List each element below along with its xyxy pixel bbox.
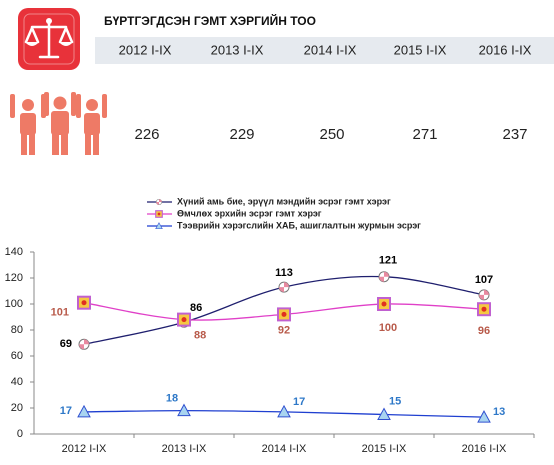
y-tick-label: 120: [5, 272, 23, 284]
marker: [155, 210, 163, 218]
data-label: 92: [278, 324, 290, 336]
law-icon: [18, 8, 80, 70]
data-label: 17: [60, 405, 72, 417]
people-icon: [10, 92, 107, 155]
data-label: 88: [194, 330, 206, 342]
marker-dot: [381, 301, 387, 307]
data-label: 86: [190, 302, 202, 314]
y-tick-label: 0: [17, 428, 23, 440]
y-tick-label: 100: [5, 298, 23, 310]
marker: [278, 281, 290, 293]
marker-dot: [181, 317, 187, 323]
y-tick-label: 80: [11, 324, 23, 336]
data-label: 18: [166, 393, 178, 405]
marker: [177, 403, 191, 417]
x-tick-label: 2016 I-IX: [462, 443, 507, 455]
data-label: 69: [60, 338, 72, 350]
y-tick-label: 60: [11, 350, 23, 362]
y-tick-label: 40: [11, 376, 23, 388]
marker: [477, 410, 491, 423]
marker: [277, 307, 291, 322]
x-tick-label: 2014 I-IX: [262, 443, 307, 455]
marker-fill: [479, 289, 489, 300]
marker-fill: [379, 271, 389, 282]
marker-dot: [281, 311, 287, 317]
total-value: 237: [502, 126, 527, 143]
total-value: 229: [229, 126, 254, 143]
period-label: 2015 I-IX: [394, 42, 447, 57]
period-label: 2014 I-IX: [304, 42, 357, 57]
marker-dot: [81, 300, 87, 306]
header-band: [95, 37, 554, 64]
marker: [77, 295, 91, 310]
total-value: 226: [134, 126, 159, 143]
marker: [155, 198, 163, 206]
data-label: 15: [389, 395, 401, 407]
period-label: 2013 I-IX: [211, 42, 264, 57]
data-label: 13: [493, 406, 505, 418]
marker: [478, 289, 490, 301]
summary-title: БҮРТГЭГДСЭН ГЭМТ ХЭРГИЙН ТОО: [104, 13, 316, 28]
data-label: 107: [475, 274, 493, 286]
legend-label: Өмчлөх эрхийн эсрэг гэмт хэрэг: [177, 208, 322, 218]
y-tick-label: 140: [5, 246, 23, 258]
x-tick-label: 2015 I-IX: [362, 443, 407, 455]
marker: [378, 271, 390, 283]
data-label: 96: [478, 325, 490, 337]
marker: [155, 222, 163, 230]
marker-dot: [481, 306, 487, 312]
marker: [78, 338, 90, 350]
marker-fill: [156, 199, 162, 205]
legend-label: Тээврийн хэрэгслийн ХАБ, ашиглалтын журм…: [177, 220, 421, 230]
marker: [77, 404, 91, 418]
data-label: 101: [51, 307, 69, 319]
marker: [277, 404, 291, 418]
marker: [477, 302, 491, 317]
marker-dot: [157, 212, 161, 216]
data-label: 100: [379, 322, 397, 334]
marker: [177, 312, 191, 327]
legend-label: Хүний амь бие, эрүүл мэндийн эсрэг гэмт …: [177, 196, 391, 206]
x-tick-label: 2012 I-IX: [62, 443, 107, 455]
marker-fill: [279, 282, 289, 293]
total-value: 250: [319, 126, 344, 143]
data-label: 121: [379, 255, 397, 267]
data-label: 113: [275, 267, 293, 279]
total-value: 271: [412, 126, 437, 143]
marker: [377, 407, 391, 420]
period-label: 2012 I-IX: [119, 42, 172, 57]
period-label: 2016 I-IX: [479, 42, 532, 57]
x-tick-label: 2013 I-IX: [162, 443, 207, 455]
y-tick-label: 20: [11, 402, 23, 414]
marker: [377, 297, 391, 311]
marker-fill: [79, 339, 90, 350]
data-label: 17: [293, 396, 305, 408]
